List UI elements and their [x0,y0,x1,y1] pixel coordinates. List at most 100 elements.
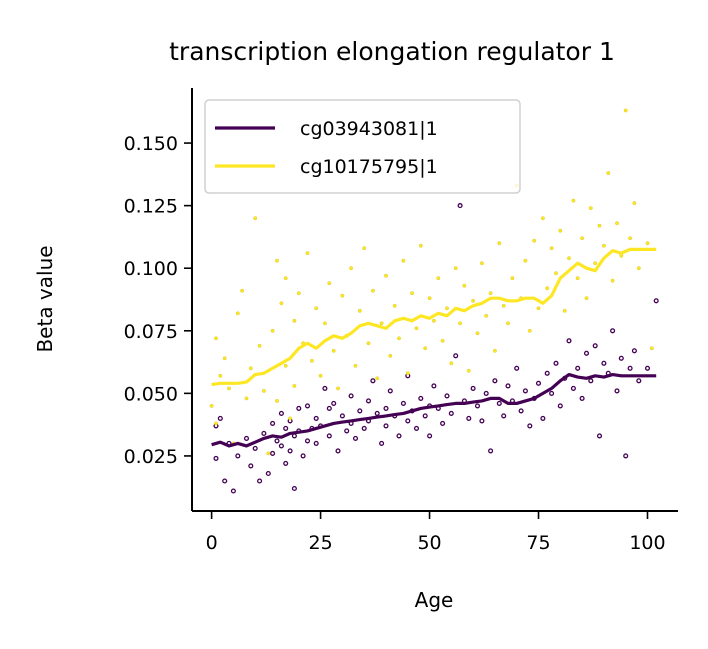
scatter-point [444,393,450,399]
scatter-point [392,303,397,308]
scatter-point [532,238,537,243]
scatter-point [383,423,389,429]
scatter-point [610,328,616,334]
scatter-point [423,346,428,351]
scatter-point [627,365,633,371]
scatter-point [253,216,258,221]
y-tick-label: 0.125 [124,196,178,218]
scatter-point [331,400,337,406]
scatter-point [374,410,380,416]
scatter-point [401,258,406,263]
scatter-point [544,370,550,376]
scatter-point [562,308,567,313]
scatter-point [414,326,419,331]
scatter-point [340,293,345,298]
scatter-point [275,398,279,403]
scatter-point [217,415,223,421]
scatter-point [431,318,436,323]
scatter-point [466,415,472,421]
scatter-point [536,306,541,311]
scatter-point [602,243,606,248]
scatter-point [300,453,306,459]
scatter-point [248,463,254,469]
scatter-point [593,261,598,266]
scatter-point [632,201,637,206]
scatter-point [348,393,354,399]
scatter-point [362,246,367,251]
scatter-point [283,276,288,281]
scatter-point [283,363,288,368]
scatter-point [243,435,250,441]
scatter-point [313,440,319,446]
axes: 0 25 50 75 100 0.025 0.050 0.075 0.100 0.125 0.150 [124,88,678,554]
scatter-point [405,418,411,424]
scatter-point [349,266,353,271]
scatter-point [313,415,319,421]
scatter-point [497,241,502,246]
scatter-point [261,430,267,436]
scatter-point [492,378,498,384]
scatter-point [314,306,319,311]
scatter-point [270,420,276,426]
scatter-point [575,365,581,371]
scatter-point [596,433,603,439]
legend-label: cg10175795|1 [300,156,438,178]
scatter-point [527,423,533,429]
scatter-point [636,266,641,271]
scatter-point [431,383,437,389]
scatter-point [462,283,467,288]
scatter-point [410,291,414,296]
scatter-point [575,276,580,281]
scatter-point [304,438,311,444]
legend: cg03943081|1 cg10175795|1 [204,99,521,194]
scatter-point [353,363,358,368]
scatter-point [387,388,393,394]
scatter-point [618,355,624,361]
scatter-point [453,266,458,271]
scatter-point [326,433,332,439]
scatter-point [361,425,367,431]
scatter-point [631,348,637,354]
scatter-point [488,291,493,296]
scatter-point [557,403,563,409]
legend-label: cg03943081|1 [300,118,438,140]
scatter-point [296,405,302,411]
scatter-point [213,455,219,461]
scatter-point [331,348,336,353]
scatter-point [322,385,328,391]
scatter-point [227,386,231,391]
scatter-point [496,400,502,406]
scatter-point [479,418,485,424]
scatter-point [384,273,388,278]
series-lines [211,247,657,448]
y-tick-label: 0.050 [124,383,178,405]
scatter-point [244,396,249,401]
scatter-point [457,203,463,209]
scatter-point [397,336,401,341]
scatter-point [466,368,471,373]
scatter-point [540,415,546,421]
scatter-point [522,388,528,394]
scatter-point [453,353,459,359]
scatter-point [309,358,314,363]
scatter-point [335,448,341,454]
scatter-point [514,365,520,371]
x-axis-label: Age [415,588,454,612]
scatter-point [615,221,619,226]
scatter-point [283,460,289,466]
scatter-point [400,400,406,406]
scatter-point [470,385,476,391]
scatter-point [405,371,410,376]
scatter-point [592,343,598,349]
scatter-point [322,321,327,326]
scatter-point [501,413,507,419]
chart-title: transcription elongation regulator 1 [169,37,615,66]
scatter-point [427,433,433,439]
scatter-point [527,328,532,333]
scatter-point [449,361,454,366]
scatter-point [606,171,611,176]
legend-box [204,99,521,194]
scatter-point [326,405,332,411]
